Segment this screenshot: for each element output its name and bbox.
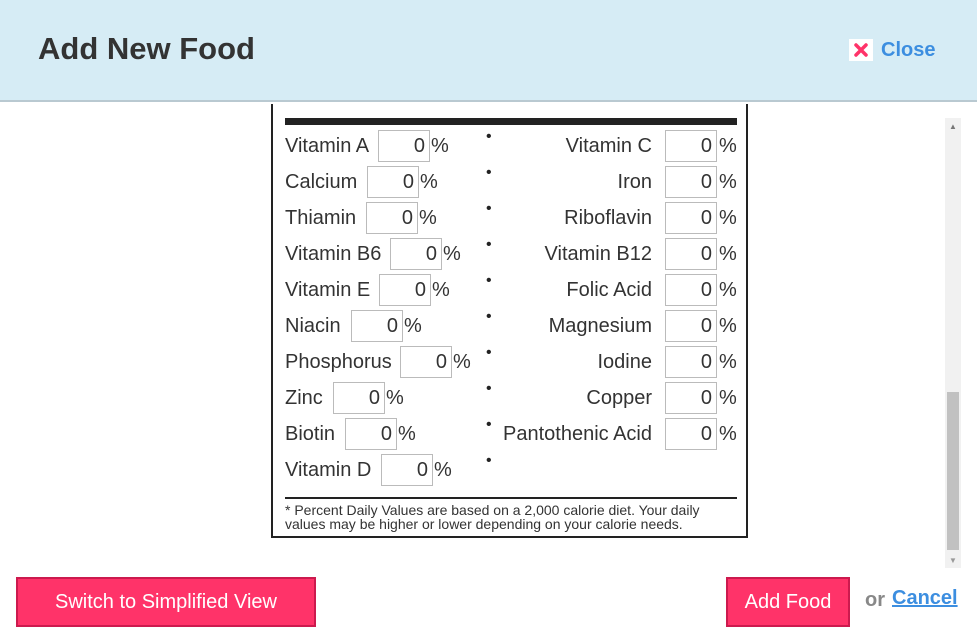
separator-dot: • xyxy=(486,272,492,289)
thick-divider xyxy=(285,118,737,125)
nutrient-row: Vitamin B6 0 % • Vitamin B12 0 % xyxy=(273,236,746,272)
percent-sign: % xyxy=(432,279,450,301)
percent-sign: % xyxy=(719,207,737,229)
percent-sign: % xyxy=(719,351,737,373)
percent-sign: % xyxy=(434,459,452,481)
nutrient-label-vitamin-c: Vitamin C xyxy=(565,135,652,157)
scrollbar[interactable]: ▲ ▼ xyxy=(945,118,961,568)
percent-sign: % xyxy=(719,243,737,265)
nutrient-row: Niacin 0 % • Magnesium 0 % xyxy=(273,308,746,344)
percent-sign: % xyxy=(719,315,737,337)
nutrient-label-vitamin-b6: Vitamin B6 xyxy=(285,243,382,265)
or-text: or xyxy=(865,589,885,611)
scroll-up-arrow-icon[interactable]: ▲ xyxy=(949,121,957,131)
percent-sign: % xyxy=(453,351,471,373)
separator-dot: • xyxy=(486,164,492,181)
footnote-divider xyxy=(285,497,737,499)
nutrient-label-copper: Copper xyxy=(586,387,652,409)
nutrient-row: Calcium 0 % • Iron 0 % xyxy=(273,164,746,200)
close-button[interactable]: Close xyxy=(849,38,935,62)
nutrient-label-biotin: Biotin xyxy=(285,423,336,445)
separator-dot: • xyxy=(486,452,492,469)
percent-sign: % xyxy=(419,207,437,229)
vitamin-e-input[interactable]: 0 xyxy=(379,274,431,306)
iodine-input[interactable]: 0 xyxy=(665,346,717,378)
nutrient-label-calcium: Calcium xyxy=(285,171,358,193)
nutrient-label-iron: Iron xyxy=(617,171,652,193)
magnesium-input[interactable]: 0 xyxy=(665,310,717,342)
calcium-input[interactable]: 0 xyxy=(367,166,419,198)
nutrient-label-vitamin-d: Vitamin D xyxy=(285,459,372,481)
add-food-button[interactable]: Add Food xyxy=(726,577,850,627)
separator-dot: • xyxy=(486,380,492,397)
separator-dot: • xyxy=(486,416,492,433)
dialog-title: Add New Food xyxy=(38,31,255,66)
vitamin-c-input[interactable]: 0 xyxy=(665,130,717,162)
nutrition-facts-panel: Vitamin A 0 % • Vitamin C 0 % Calcium 0 … xyxy=(271,104,748,538)
vitamin-b6-input[interactable]: 0 xyxy=(390,238,442,270)
biotin-input[interactable]: 0 xyxy=(345,418,397,450)
separator-dot: • xyxy=(486,344,492,361)
nutrient-label-phosphorus: Phosphorus xyxy=(285,351,392,373)
nutrient-label-pantothenic-acid: Pantothenic Acid xyxy=(503,423,652,445)
nutrient-row: Phosphorus 0 % • Iodine 0 % xyxy=(273,344,746,380)
percent-sign: % xyxy=(404,315,422,337)
nutrient-row: Vitamin E 0 % • Folic Acid 0 % xyxy=(273,272,746,308)
close-icon[interactable] xyxy=(849,39,873,61)
scroll-thumb[interactable] xyxy=(947,392,959,550)
nutrient-row: Biotin 0 % • Pantothenic Acid 0 % xyxy=(273,416,746,452)
separator-dot: • xyxy=(486,236,492,253)
percent-sign: % xyxy=(719,135,737,157)
vitamin-d-input[interactable]: 0 xyxy=(381,454,433,486)
percent-sign: % xyxy=(719,171,737,193)
iron-input[interactable]: 0 xyxy=(665,166,717,198)
scroll-down-arrow-icon[interactable]: ▼ xyxy=(949,555,957,565)
nutrient-label-vitamin-a: Vitamin A xyxy=(285,135,370,157)
switch-to-simplified-view-button[interactable]: Switch to Simplified View xyxy=(16,577,316,627)
thiamin-input[interactable]: 0 xyxy=(366,202,418,234)
nutrient-label-magnesium: Magnesium xyxy=(548,315,652,337)
separator-dot: • xyxy=(486,308,492,325)
nutrient-row: Zinc 0 % • Copper 0 % xyxy=(273,380,746,416)
percent-sign: % xyxy=(398,423,416,445)
nutrient-label-vitamin-b12: Vitamin B12 xyxy=(544,243,652,265)
vitamin-b12-input[interactable]: 0 xyxy=(665,238,717,270)
zinc-input[interactable]: 0 xyxy=(333,382,385,414)
nutrient-label-riboflavin: Riboflavin xyxy=(564,207,652,229)
phosphorus-input[interactable]: 0 xyxy=(400,346,452,378)
percent-sign: % xyxy=(420,171,438,193)
nutrient-label-folic-acid: Folic Acid xyxy=(566,279,652,301)
percent-sign: % xyxy=(386,387,404,409)
percent-sign: % xyxy=(719,423,737,445)
separator-dot: • xyxy=(486,200,492,217)
percent-sign: % xyxy=(431,135,449,157)
separator-dot: • xyxy=(486,128,492,145)
nutrient-label-vitamin-e: Vitamin E xyxy=(285,279,371,301)
riboflavin-input[interactable]: 0 xyxy=(665,202,717,234)
percent-sign: % xyxy=(719,387,737,409)
nutrient-row: Vitamin D 0 % • xyxy=(273,452,746,488)
folic-acid-input[interactable]: 0 xyxy=(665,274,717,306)
pantothenic-acid-input[interactable]: 0 xyxy=(665,418,717,450)
dialog-header: Add New Food Close xyxy=(0,0,977,102)
nutrient-row: Thiamin 0 % • Riboflavin 0 % xyxy=(273,200,746,236)
close-label[interactable]: Close xyxy=(881,38,936,61)
daily-values-footnote: * Percent Daily Values are based on a 2,… xyxy=(285,502,700,532)
nutrient-label-thiamin: Thiamin xyxy=(285,207,357,229)
percent-sign: % xyxy=(443,243,461,265)
nutrient-label-zinc: Zinc xyxy=(285,387,323,409)
copper-input[interactable]: 0 xyxy=(665,382,717,414)
niacin-input[interactable]: 0 xyxy=(351,310,403,342)
nutrient-label-iodine: Iodine xyxy=(597,351,653,373)
percent-sign: % xyxy=(719,279,737,301)
vitamin-a-input[interactable]: 0 xyxy=(378,130,430,162)
cancel-link[interactable]: Cancel xyxy=(892,587,958,609)
nutrient-label-niacin: Niacin xyxy=(285,315,341,337)
nutrient-row: Vitamin A 0 % • Vitamin C 0 % xyxy=(273,128,746,164)
